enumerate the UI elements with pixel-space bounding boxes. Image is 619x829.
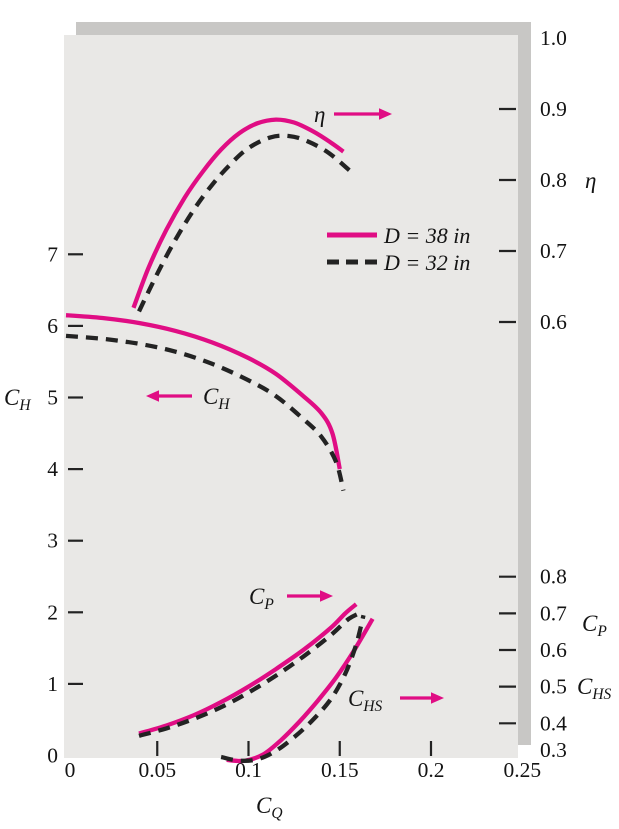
cp-annotation: CP (249, 584, 333, 613)
lower-tick-label: 0.8 (540, 565, 567, 589)
right-arrowhead-icon (431, 692, 444, 704)
eta-tick-label: 0.9 (540, 97, 567, 121)
x-axis-title: CQ (256, 793, 283, 822)
legend-label-d38: D = 38 in (383, 223, 470, 248)
curve-eta-32 (137, 133, 353, 313)
curve-ch-38 (65, 313, 342, 470)
right-arrowhead-icon (320, 590, 333, 602)
lower-tick-label: 0.4 (540, 711, 567, 735)
curve-chs-32 (220, 614, 366, 763)
left-tick-label: 4 (47, 457, 58, 481)
panel-shadow-top (76, 22, 530, 35)
chs-annotation: CHS (348, 686, 444, 715)
lower-tick-label: 0.3 (540, 738, 567, 762)
x-tick-label: 0.2 (418, 758, 445, 782)
left-axis-title: CH (4, 385, 31, 414)
left-tick-label: 6 (47, 314, 58, 338)
legend: D = 38 in D = 32 in (327, 223, 470, 275)
eta-annotation-label: η (314, 102, 325, 127)
legend-label-d32: D = 32 in (383, 250, 470, 275)
left-tick-label: 5 (47, 386, 58, 410)
plot-panel (64, 35, 518, 758)
left-tick-label: 1 (47, 672, 58, 696)
left-tick-label: 2 (47, 600, 58, 624)
x-tick-label: 0.05 (138, 758, 176, 782)
x-tick-label: 0 (65, 758, 76, 782)
left-tick-label: 0 (47, 744, 58, 768)
lower-tick-label: 0.5 (540, 675, 567, 699)
ch-annotation-label: CH (203, 384, 230, 413)
lower-tick-label: 0.7 (540, 601, 567, 625)
panel-shadow-right (518, 22, 531, 745)
curve-eta-38 (131, 117, 345, 309)
lower-tick-label: 0.6 (540, 638, 567, 662)
ch-annotation: CH (146, 384, 230, 413)
ticks-layer: 0 0.05 0.1 0.15 0.2 0.25765432101.00.90.80.70… (47, 26, 567, 782)
x-tick-label: 0.25 (503, 758, 541, 782)
eta-tick-label: 0.8 (540, 168, 567, 192)
curve-cp-32 (138, 609, 365, 738)
right-arrowhead-icon (379, 108, 392, 120)
eta-tick-label: 1.0 (540, 26, 567, 50)
curves-layer (65, 117, 375, 764)
left-tick-label: 3 (47, 529, 58, 553)
cp-axis-title: CP (582, 611, 607, 640)
eta-tick-label: 0.6 (540, 310, 567, 334)
eta-axis-title: η (585, 168, 596, 193)
chs-annotation-label: CHS (348, 686, 383, 715)
left-tick-label: 7 (47, 242, 58, 266)
cp-annotation-label: CP (249, 584, 274, 613)
curve-cp-38 (138, 602, 358, 736)
chs-axis-title: CHS (577, 674, 612, 703)
curve-ch-32 (65, 333, 346, 492)
left-arrowhead-icon (146, 390, 159, 402)
eta-tick-label: 0.7 (540, 239, 567, 263)
x-tick-label: 0.15 (321, 758, 359, 782)
eta-annotation: η (314, 102, 392, 127)
